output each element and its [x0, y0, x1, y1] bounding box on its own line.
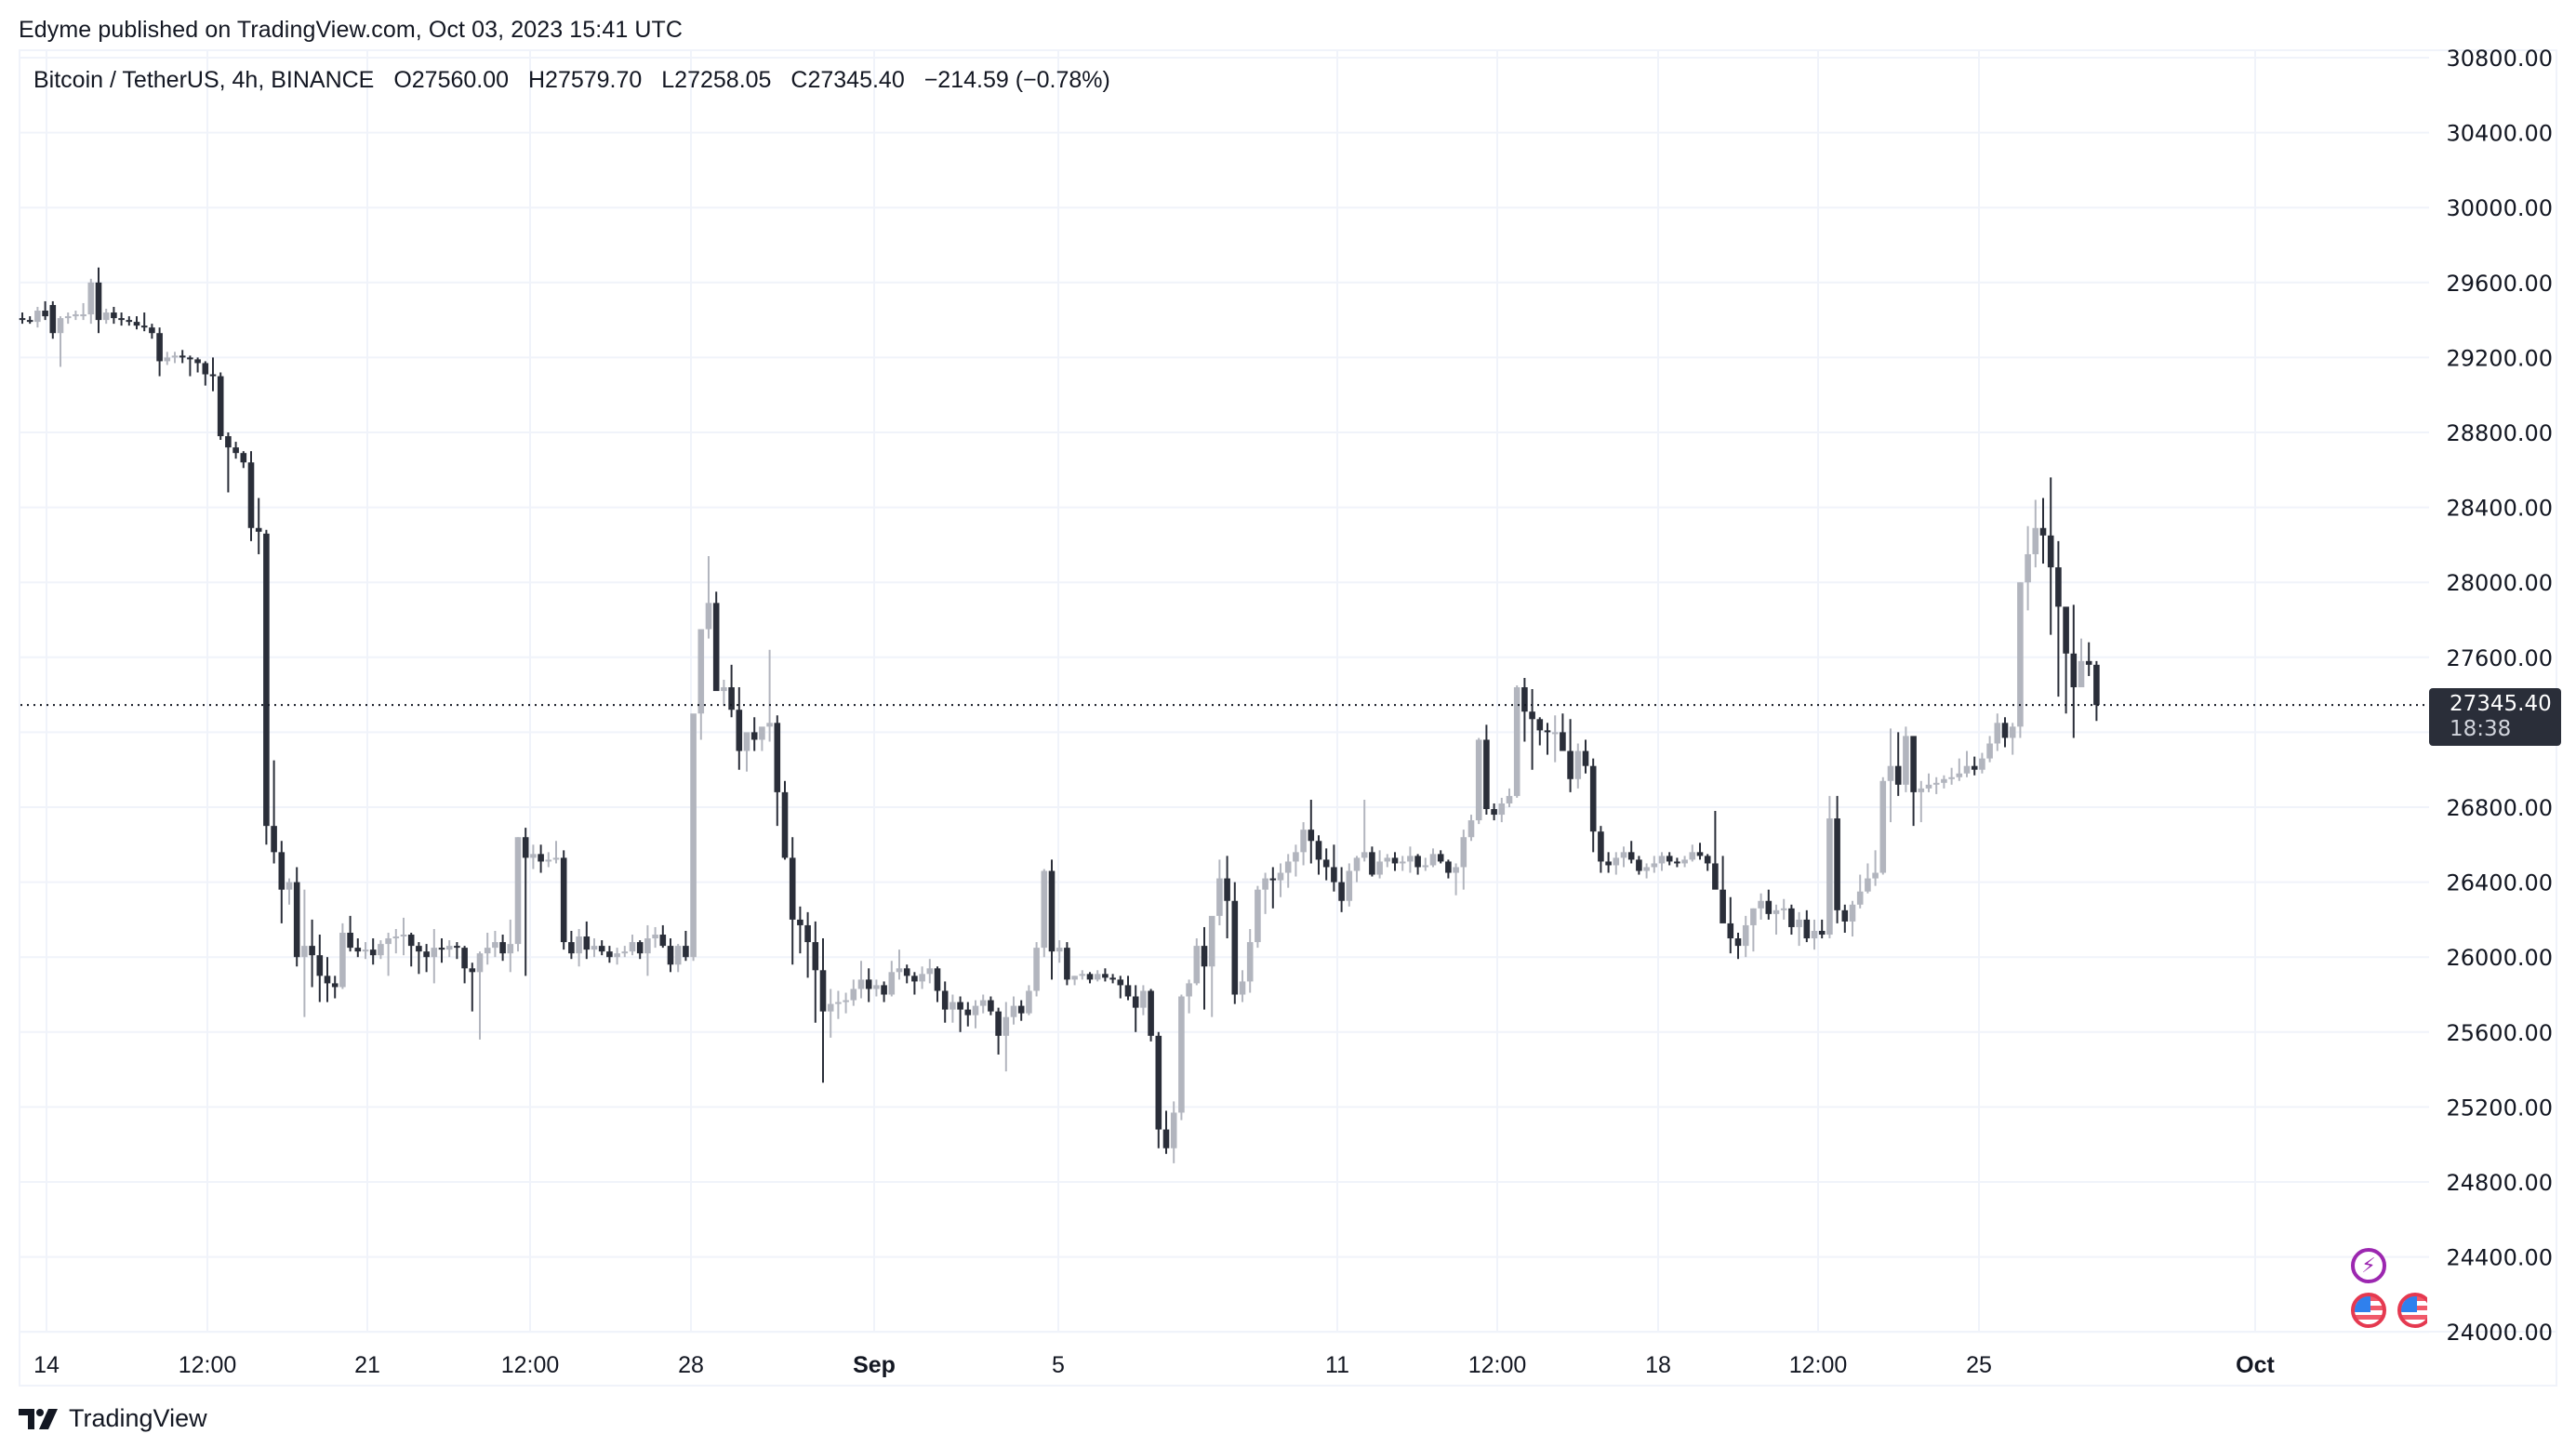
svg-text:28400.00: 28400.00 [2446, 496, 2553, 522]
svg-text:5: 5 [1052, 1352, 1065, 1378]
svg-text:25200.00: 25200.00 [2446, 1095, 2553, 1121]
svg-text:Oct: Oct [2236, 1352, 2275, 1378]
ohlc-low: L27258.05 [661, 67, 772, 93]
svg-text:28: 28 [678, 1352, 704, 1378]
ohlc-open: O27560.00 [393, 67, 510, 93]
svg-text:25: 25 [1966, 1352, 1992, 1378]
svg-text:12:00: 12:00 [501, 1352, 560, 1378]
last-price-value: 27345.40 [2450, 692, 2552, 716]
bolt-icon[interactable]: ⚡︎ [2351, 1248, 2386, 1283]
svg-text:29600.00: 29600.00 [2446, 271, 2553, 297]
svg-text:26800.00: 26800.00 [2446, 795, 2553, 821]
svg-text:29200.00: 29200.00 [2446, 345, 2553, 371]
svg-text:30800.00: 30800.00 [2446, 46, 2553, 72]
us-flag-icon[interactable] [2397, 1293, 2427, 1328]
svg-text:24400.00: 24400.00 [2446, 1245, 2553, 1271]
svg-text:21: 21 [354, 1352, 380, 1378]
flag-canton [2401, 1296, 2417, 1312]
svg-text:14: 14 [33, 1352, 60, 1378]
svg-text:18: 18 [1645, 1352, 1671, 1378]
svg-text:24800.00: 24800.00 [2446, 1170, 2553, 1196]
symbol-title[interactable]: Bitcoin / TetherUS, 4h, BINANCE [33, 67, 375, 93]
time-axis: 14 12:00 21 12:00 28 Sep 5 11 12:00 18 12:00 25 Oct [33, 1352, 2275, 1378]
svg-text:24000.00: 24000.00 [2446, 1320, 2553, 1346]
svg-text:26400.00: 26400.00 [2446, 870, 2553, 896]
svg-text:30400.00: 30400.00 [2446, 121, 2553, 147]
bar-countdown: 18:38 [2450, 717, 2512, 741]
svg-text:12:00: 12:00 [1789, 1352, 1848, 1378]
grid-lines [20, 51, 2557, 1334]
tradingview-logo[interactable]: TradingView [19, 1404, 207, 1433]
flag-canton [2355, 1296, 2370, 1312]
svg-text:Sep: Sep [853, 1352, 896, 1378]
svg-text:26000.00: 26000.00 [2446, 945, 2553, 971]
ohlc-change: −214.59 (−0.78%) [923, 67, 1110, 93]
symbol-legend: Bitcoin / TetherUS, 4h, BINANCE O27560.0… [33, 67, 1123, 94]
svg-text:12:00: 12:00 [179, 1352, 237, 1378]
us-flag-icon[interactable] [2351, 1293, 2386, 1328]
svg-text:12:00: 12:00 [1468, 1352, 1527, 1378]
tradingview-logo-icon [19, 1408, 58, 1429]
brand-name: TradingView [69, 1404, 207, 1432]
svg-text:25600.00: 25600.00 [2446, 1020, 2553, 1046]
last-price-badge: 27345.40 18:38 [2429, 688, 2561, 746]
svg-text:11: 11 [1325, 1352, 1349, 1378]
svg-text:28800.00: 28800.00 [2446, 420, 2553, 446]
ohlc-high: H27579.70 [527, 67, 643, 93]
ohlc-close: C27345.40 [790, 67, 905, 93]
candles [19, 267, 2100, 1163]
publisher-line: Edyme published on TradingView.com, Oct … [19, 17, 684, 43]
svg-text:27600.00: 27600.00 [2446, 645, 2553, 671]
svg-text:30000.00: 30000.00 [2446, 195, 2553, 221]
svg-text:28000.00: 28000.00 [2446, 570, 2553, 596]
